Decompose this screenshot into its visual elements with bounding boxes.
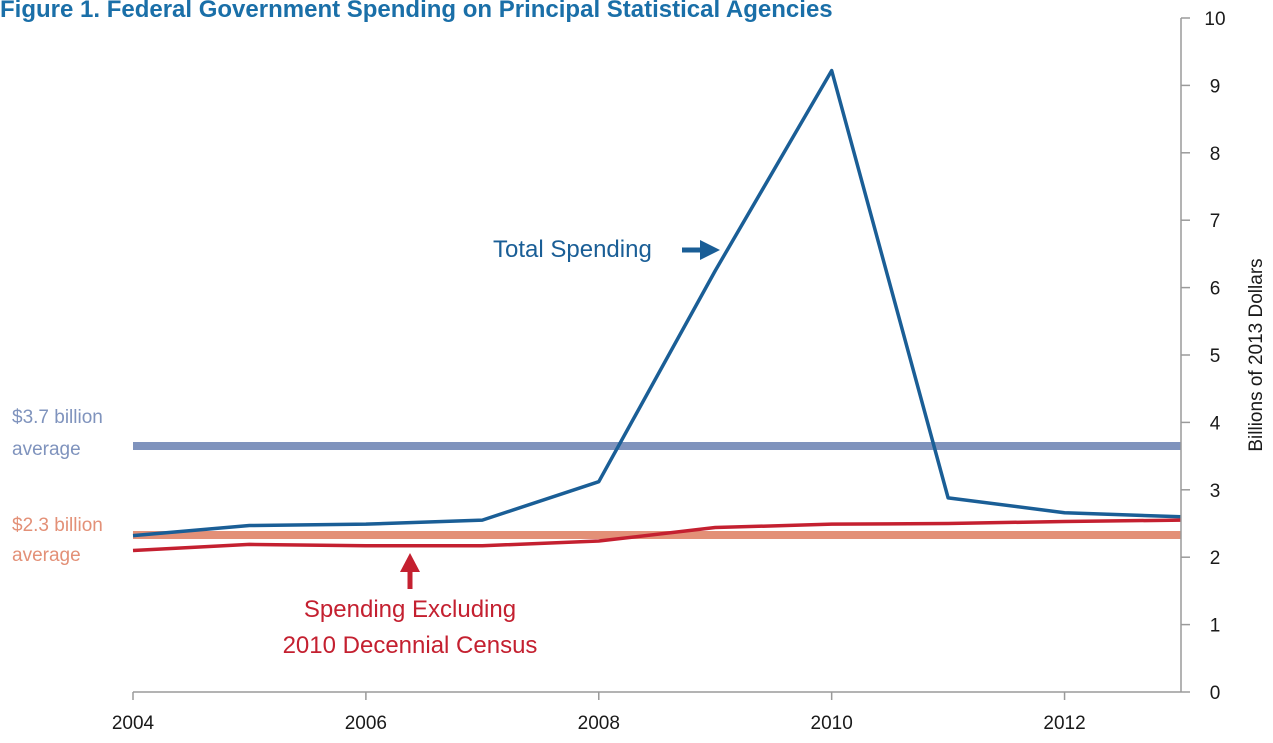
- x-ticks: 2004 2006 2008 2010 2012: [112, 692, 1086, 734]
- avg-low-label-line2: average: [12, 545, 81, 566]
- avg-low-label-line1: $2.3 billion: [12, 515, 103, 536]
- y-tick-label: 8: [1210, 144, 1221, 165]
- y-tick-label: 6: [1210, 279, 1221, 300]
- chart-title: Figure 1. Federal Government Spending on…: [0, 0, 833, 23]
- y-tick-label: 10: [1204, 9, 1225, 30]
- y-tick-label: 1: [1210, 616, 1221, 637]
- total-spending-arrow-icon: [682, 240, 720, 260]
- y-tick-label: 9: [1210, 76, 1221, 97]
- y-tick-label: 7: [1210, 211, 1221, 232]
- x-tick-label: 2012: [1043, 713, 1085, 734]
- y-tick-label: 4: [1210, 413, 1221, 434]
- x-tick-label: 2008: [578, 713, 620, 734]
- y-tick-label: 3: [1210, 481, 1221, 502]
- series-lines: [132, 68, 1182, 553]
- total-spending-annotation: Total Spending: [493, 236, 652, 263]
- x-tick-label: 2010: [811, 713, 853, 734]
- x-tick-label: 2006: [345, 713, 387, 734]
- y-axis-title: Billions of 2013 Dollars: [1246, 258, 1267, 451]
- y-ticks: 0 1 2 3 4 5 6 7 8 9 10: [1181, 9, 1226, 704]
- avg-high-label-line2: average: [12, 439, 81, 460]
- series-line-1: [132, 518, 1182, 553]
- avg-high-label-line1: $3.7 billion: [12, 407, 103, 428]
- y-tick-label: 0: [1210, 683, 1221, 704]
- excluding-census-annotation-line1: Spending Excluding: [304, 596, 516, 623]
- excluding-census-arrow-icon: [400, 553, 420, 589]
- y-tick-label: 5: [1210, 346, 1221, 367]
- series-line-0: [132, 68, 1182, 538]
- excluding-census-annotation-line2: 2010 Decennial Census: [283, 632, 538, 659]
- y-tick-label: 2: [1210, 548, 1221, 569]
- x-tick-label: 2004: [112, 713, 155, 734]
